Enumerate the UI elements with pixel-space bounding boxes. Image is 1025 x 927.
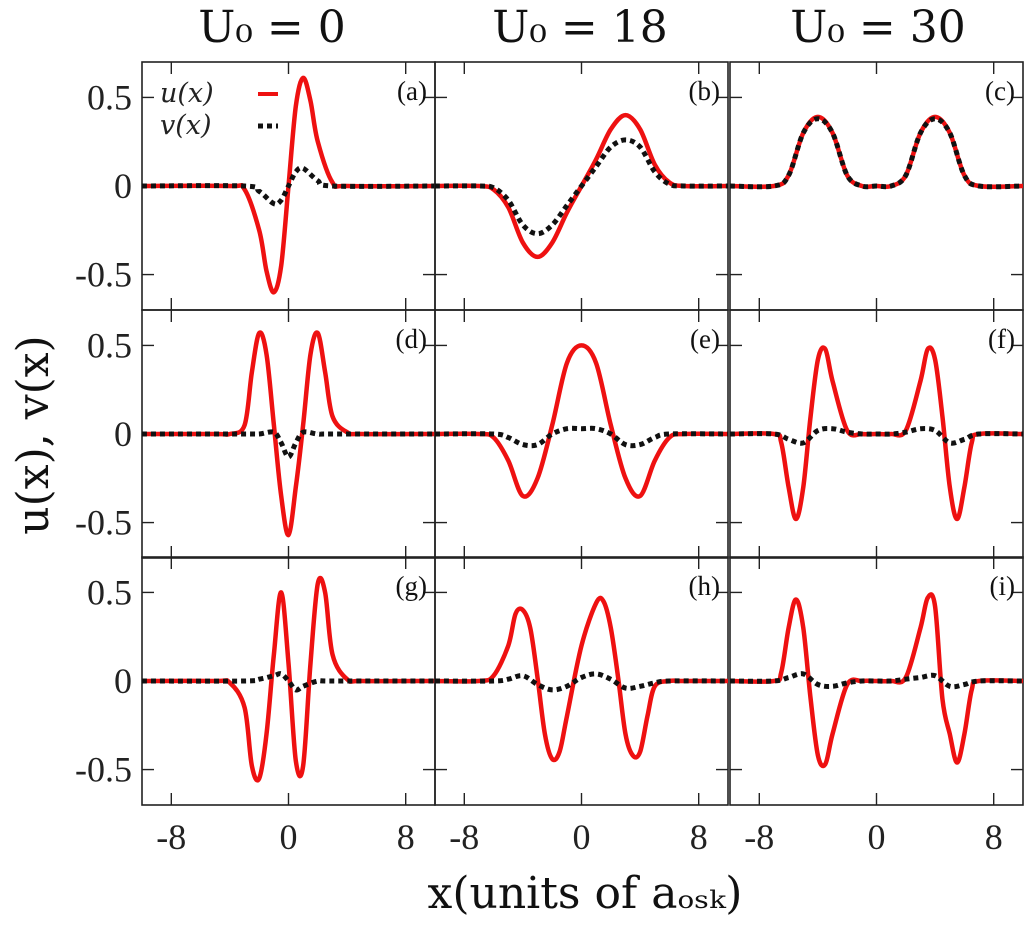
y-tick-label: -0.5 [75, 503, 132, 543]
x-tick-label: -8 [744, 817, 774, 857]
series-u-line [434, 595, 728, 763]
panel-label: (h) [689, 571, 720, 601]
x-axis-label: x(units of aₒₛₖ) [428, 868, 743, 919]
y-tick-label: -0.5 [75, 750, 132, 790]
y-tick-label: 0 [114, 661, 132, 701]
series-v-line [729, 426, 1024, 446]
panel-label: (a) [397, 76, 427, 106]
panel-label: (g) [396, 571, 427, 601]
x-tick-label: 0 [868, 817, 886, 857]
panel-label: (b) [689, 76, 720, 106]
panel-e: (e) [434, 309, 729, 559]
panel-label: (f) [988, 324, 1015, 354]
series-v-line [434, 137, 729, 237]
x-tick-label: 0 [280, 817, 298, 857]
panel-label: (i) [990, 571, 1015, 601]
series-v-line [434, 425, 729, 449]
series-u-line [729, 114, 1024, 190]
series-u-line [434, 343, 729, 499]
series-u-line [142, 330, 436, 538]
column-title-1: U₀ = 0 [198, 2, 346, 53]
x-tick-label: 8 [985, 817, 1003, 857]
y-tick-label: 0 [114, 166, 132, 206]
legend: u(x) v(x) [160, 78, 278, 141]
series-v-line [141, 165, 436, 207]
x-tick-label: -8 [156, 817, 186, 857]
x-tick-label: 8 [397, 817, 415, 857]
y-tick-label: 0.5 [87, 77, 132, 117]
column-title-2: U₀ = 18 [492, 2, 668, 53]
legend-u-label: u(x) [160, 78, 214, 109]
series-u-line [141, 575, 436, 783]
panel-i: -8 0 8 (i) [729, 556, 1024, 857]
panel-grid: 0.5 0 -0.5 (a) (b) (c) 0.5 0 -0.5 (d) (e) (f) -8 0 8 0.… [75, 61, 1024, 857]
panel-b: (b) [434, 61, 729, 311]
panel-h: -8 0 8 (h) [434, 556, 729, 857]
y-tick-label: -0.5 [75, 255, 132, 295]
y-tick-label: 0.5 [87, 325, 132, 365]
x-tick-label: 8 [690, 817, 708, 857]
series-v-line [729, 116, 1024, 190]
x-tick-label: 0 [573, 817, 591, 857]
series-v-line [434, 671, 729, 693]
panel-label: (c) [985, 76, 1015, 106]
panel-g: -8 0 8 0.5 0 -0.5 (g) [75, 556, 436, 857]
panel-label: (e) [690, 324, 720, 354]
y-axis-label: u(x), v(x) [8, 335, 59, 534]
panel-c: (c) [729, 61, 1024, 311]
x-tick-label: -8 [449, 817, 479, 857]
panel-d: 0.5 0 -0.5 (d) [75, 309, 436, 559]
panel-f: (f) [729, 309, 1024, 559]
series-v-line [142, 429, 435, 460]
series-u-line [729, 592, 1024, 769]
legend-v-label: v(x) [160, 110, 212, 141]
column-title-3: U₀ = 30 [790, 2, 966, 53]
panel-label: (d) [396, 324, 427, 354]
y-tick-label: 0.5 [87, 572, 132, 612]
y-tick-label: 0 [114, 414, 132, 454]
panel-a: 0.5 0 -0.5 (a) [75, 61, 436, 311]
